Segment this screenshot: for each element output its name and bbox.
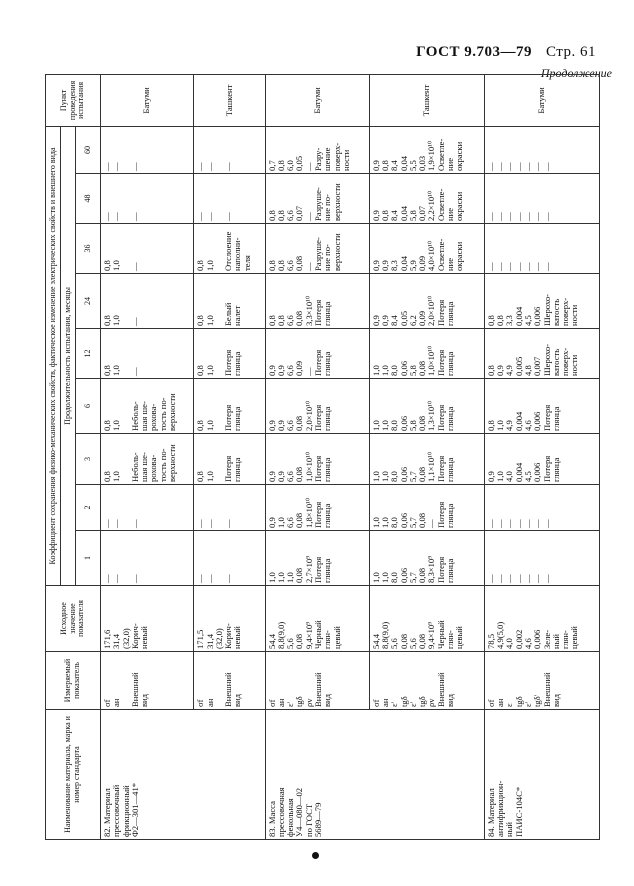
value-cell: 0,9 0,9 6,6 0,08 2,0×10¹⁰ Потеря глянца: [265, 378, 370, 434]
measure-cell: σf aн ε tgδ ε' tgδ' Внешний вид: [484, 651, 600, 710]
value-cell: 0,8 1,0 Неболь- шая ше- рохова- тость по…: [100, 433, 194, 485]
value-cell: 0,8 1,0 Потеря глянца: [193, 378, 266, 434]
value-cell: 0,9 0,9 8,4 0,05 6,2 0,09 2,0×10¹⁰ Потер…: [369, 273, 485, 329]
value-cell: 0,8 0,8 6,6 0,08 3,3×10¹⁰ Потеря глянца: [265, 273, 370, 329]
value-cell: — — — — — — —: [484, 173, 600, 224]
initial-cell: 54,4 8,8(9,0) 5,6 0,08 9,4×10⁹ Черный гл…: [265, 585, 370, 652]
value-cell: 1,0 1,0 8,0 0,06 5,8 0,08 1,0×10¹⁰ Потер…: [369, 328, 485, 379]
place-cell: Ташкент: [193, 74, 266, 127]
measure-cell: σf aн Внешний вид: [100, 651, 194, 710]
table-row: 82. Материал прессовочный фрикционный Ф2…: [100, 74, 266, 840]
month-header: 3: [75, 433, 101, 485]
continuation: Продолжение: [540, 66, 612, 80]
header-cell: Пункт проведения испытания: [45, 74, 101, 127]
value-cell: 0,8 0,8 3,3 0,004 4,5 0,006 Шерохо- вато…: [484, 273, 600, 329]
month-header: 12: [75, 328, 101, 379]
month-header: 6: [75, 378, 101, 434]
value-cell: 0,8 1,0 Потеря глянца: [193, 328, 266, 379]
value-cell: 0,8 1,0 4,9 0,004 4,6 0,006 Потеря глянц…: [484, 378, 600, 434]
value-cell: 0,8 0,8 6,6 0,08 — Разруше- ние по- верх…: [265, 223, 370, 274]
table-wrap: Наименование материала, марка и номер ст…: [45, 74, 600, 840]
initial-cell: 78,5 4,9(5,0) 4,0 0,002 4,6 0,006 Зеле- …: [484, 585, 600, 652]
value-cell: 0,8 1,0 —: [100, 328, 194, 379]
value-cell: — — — — — — —: [484, 484, 600, 531]
value-cell: — — —: [193, 173, 266, 224]
value-cell: 0,7 0,8 6,0 0,05 — Разру- шение поверх- …: [265, 126, 370, 174]
value-cell: — — —: [193, 126, 266, 174]
standard-title: ГОСТ 9.703—79: [416, 44, 532, 60]
value-cell: 0,9 0,8 8,4 0,04 5,5 0,03 1,9×10¹⁰ Освет…: [369, 126, 485, 174]
measure-cell: σf aн ε' tgδ ρv Внешний вид: [265, 651, 370, 710]
value-cell: — — — — — — —: [484, 223, 600, 274]
value-cell: — — —: [100, 126, 194, 174]
value-cell: 1,0 1,0 8,0 0,06 5,7 0,08 1,1×10¹⁰ Потер…: [369, 433, 485, 485]
material-name: 83. Масса прессовочная фенольная У4—080—…: [265, 709, 485, 840]
value-cell: 0,8 1,0 —: [100, 223, 194, 274]
measure-cell: σf aн ε' tgδ ε' tgδ ρv Внешний вид: [369, 651, 485, 710]
value-cell: 0,8 0,8 6,6 0,07 — Разруше- ние по- верх…: [265, 173, 370, 224]
place-cell: Батуми: [100, 74, 194, 127]
value-cell: 0,8 1,0 Белый налет: [193, 273, 266, 329]
material-name: 82. Материал прессовочный фрикционный Ф2…: [100, 709, 266, 840]
table-row: Наименование материала, марка и номер ст…: [45, 74, 101, 840]
value-cell: — — — — — — —: [484, 530, 600, 586]
value-cell: 0,9 0,8 8,4 0,04 5,8 0,07 2,2×10¹⁰ Освет…: [369, 173, 485, 224]
place-cell: Батуми: [265, 74, 370, 127]
value-cell: 1,0 1,0 1,0 0,08 2,7×10⁹ Потеря глянца: [265, 530, 370, 586]
value-cell: 0,9 1,0 6,6 0,08 1,8×10¹⁰ Потеря глянца: [265, 484, 370, 531]
material-name: 84. Материал антифрикцион- ный ПАИС-104С…: [484, 709, 600, 840]
value-cell: — — —: [193, 530, 266, 586]
value-cell: — — —: [193, 484, 266, 531]
value-cell: 0,9 0,9 6,6 0,09 — Потеря глянца: [265, 328, 370, 379]
place-cell: Ташкент: [369, 74, 485, 127]
header-cell: Коэффициент сохранения физико-механическ…: [45, 126, 61, 586]
month-header: 2: [75, 484, 101, 531]
initial-cell: 171,5 31,4 (32,0) Корич- невый: [193, 585, 266, 652]
month-header: 48: [75, 173, 101, 224]
month-header: 24: [75, 273, 101, 329]
place-cell: Батуми: [484, 74, 600, 127]
value-cell: 0,9 1,0 4,0 0,004 4,5 0,006 Потеря глянц…: [484, 433, 600, 485]
value-cell: 0,9 0,9 8,3 0,04 5,9 0,09 4,0×10¹⁰ Освет…: [369, 223, 485, 274]
header-cell: Наименование материала, марка и номер ст…: [45, 709, 101, 840]
page-number: Стр. 61: [545, 44, 596, 60]
value-cell: — — —: [100, 173, 194, 224]
month-header: 36: [75, 223, 101, 274]
header-cell: Исходное значение показателя: [45, 585, 101, 652]
value-cell: 1,0 1,0 8,0 0,06 5,7 0,08 8,3×10⁹ Потеря…: [369, 530, 485, 586]
value-cell: — — —: [100, 530, 194, 586]
data-table: Наименование материала, марка и номер ст…: [45, 74, 600, 840]
value-cell: 1,0 1,0 8,0 0,06 5,7 0,08 — Потеря глянц…: [369, 484, 485, 531]
value-cell: 0,8 1,0 Потеря глянца: [193, 433, 266, 485]
value-cell: 0,8 1,0 Неболь- шая ше- рохова- тость по…: [100, 378, 194, 434]
table-row: 83. Масса прессовочная фенольная У4—080—…: [265, 74, 485, 840]
value-cell: — — —: [100, 484, 194, 531]
value-cell: 1,0 1,0 8,0 0,06 5,8 0,08 1,3×10¹⁰ Потер…: [369, 378, 485, 434]
table-row: 84. Материал антифрикцион- ный ПАИС-104С…: [484, 74, 600, 840]
value-cell: 0,8 0,9 4,9 0,005 4,8 0,007 Шерохо- вато…: [484, 328, 600, 379]
month-header: 60: [75, 126, 101, 174]
value-cell: 0,8 1,0 Отслоение наполни- теля: [193, 223, 266, 274]
header-cell: Продолжительность испытания, месяцы: [60, 126, 76, 586]
measure-cell: σf aн Внешний вид: [193, 651, 266, 710]
initial-cell: 54,4 8,8(9,0) 5,6 0,08 5,6 0,08 9,4×10⁹ …: [369, 585, 485, 652]
page-header: ГОСТ 9.703—79 Стр. 61: [416, 44, 596, 61]
page-dot: [312, 852, 319, 859]
value-cell: — — — — — — —: [484, 126, 600, 174]
value-cell: 0,9 0,9 6,6 0,08 1,0×10¹⁰ Потеря глянца: [265, 433, 370, 485]
month-header: 1: [75, 530, 101, 586]
header-cell: Измеряемый показатель: [45, 651, 101, 710]
initial-cell: 171,6 31,4 (32,0) Корич- невый: [100, 585, 194, 652]
value-cell: 0,8 1,0 —: [100, 273, 194, 329]
